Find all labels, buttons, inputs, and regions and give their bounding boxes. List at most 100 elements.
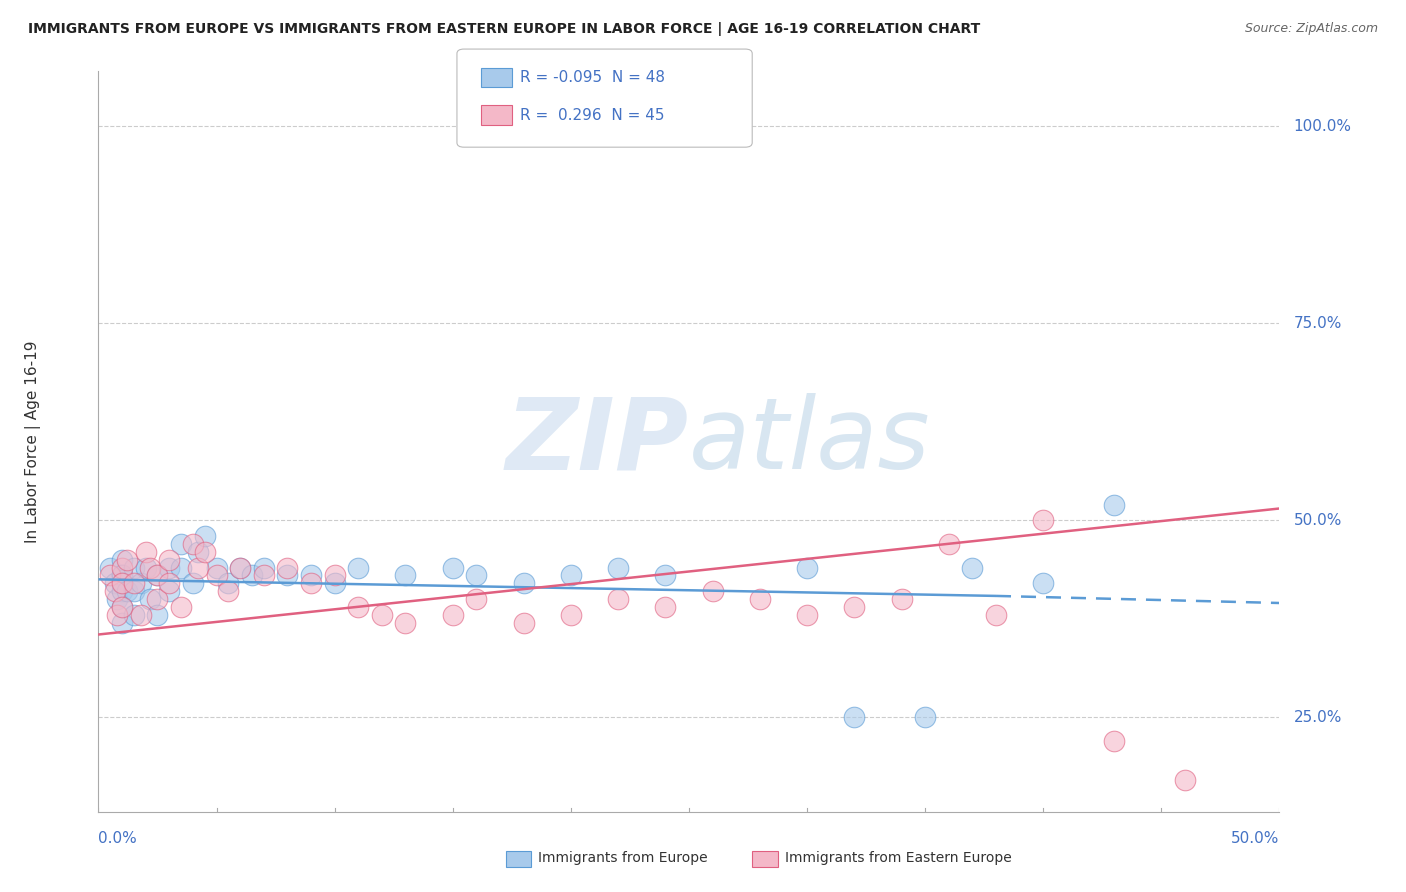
Point	[748, 592, 770, 607]
Point	[122, 576, 145, 591]
Point	[129, 576, 152, 591]
Point	[607, 560, 630, 574]
Point	[104, 584, 127, 599]
Text: 25.0%: 25.0%	[1294, 710, 1341, 724]
Text: 50.0%: 50.0%	[1294, 513, 1341, 528]
Point	[394, 568, 416, 582]
Point	[607, 592, 630, 607]
Point	[217, 584, 239, 599]
Point	[181, 576, 204, 591]
Point	[115, 552, 138, 566]
Point	[157, 552, 180, 566]
Point	[111, 568, 134, 582]
Point	[187, 545, 209, 559]
Point	[702, 584, 724, 599]
Point	[240, 568, 263, 582]
Point	[105, 607, 128, 622]
Point	[146, 568, 169, 582]
Point	[205, 560, 228, 574]
Point	[441, 560, 464, 574]
Point	[111, 599, 134, 614]
Point	[1102, 734, 1125, 748]
Point	[654, 568, 676, 582]
Point	[146, 568, 169, 582]
Point	[129, 607, 152, 622]
Point	[253, 568, 276, 582]
Point	[98, 560, 121, 574]
Point	[512, 576, 534, 591]
Point	[111, 584, 134, 599]
Point	[111, 568, 134, 582]
Point	[299, 576, 322, 591]
Point	[105, 592, 128, 607]
Point	[347, 599, 370, 614]
Point	[157, 560, 180, 574]
Point	[844, 599, 866, 614]
Point	[111, 552, 134, 566]
Point	[276, 560, 298, 574]
Text: 0.0%: 0.0%	[98, 831, 138, 847]
Point	[253, 560, 276, 574]
Point	[146, 607, 169, 622]
Point	[187, 560, 209, 574]
Point	[465, 568, 488, 582]
Text: IMMIGRANTS FROM EUROPE VS IMMIGRANTS FROM EASTERN EUROPE IN LABOR FORCE | AGE 16: IMMIGRANTS FROM EUROPE VS IMMIGRANTS FRO…	[28, 22, 980, 37]
Point	[98, 568, 121, 582]
Point	[170, 560, 193, 574]
Point	[122, 607, 145, 622]
Point	[229, 560, 252, 574]
Point	[157, 576, 180, 591]
Point	[276, 568, 298, 582]
Point	[217, 576, 239, 591]
Point	[146, 592, 169, 607]
Point	[371, 607, 394, 622]
Text: 100.0%: 100.0%	[1294, 119, 1351, 134]
Text: 75.0%: 75.0%	[1294, 316, 1341, 331]
Point	[139, 592, 162, 607]
Point	[323, 568, 346, 582]
Point	[560, 607, 582, 622]
Point	[111, 576, 134, 591]
Point	[844, 710, 866, 724]
Point	[205, 568, 228, 582]
Text: 50.0%: 50.0%	[1232, 831, 1279, 847]
Text: atlas: atlas	[689, 393, 931, 490]
Point	[1032, 513, 1054, 527]
Point	[115, 584, 138, 599]
Point	[347, 560, 370, 574]
Text: ZIP: ZIP	[506, 393, 689, 490]
Point	[181, 537, 204, 551]
Point	[122, 560, 145, 574]
Point	[1174, 773, 1197, 788]
Text: In Labor Force | Age 16-19: In Labor Force | Age 16-19	[25, 340, 41, 543]
Point	[194, 529, 217, 543]
Point	[914, 710, 936, 724]
Point	[984, 607, 1007, 622]
Text: Source: ZipAtlas.com: Source: ZipAtlas.com	[1244, 22, 1378, 36]
Point	[139, 560, 162, 574]
Point	[157, 584, 180, 599]
Point	[135, 545, 157, 559]
Point	[323, 576, 346, 591]
Point	[111, 576, 134, 591]
Text: Immigrants from Europe: Immigrants from Europe	[538, 851, 709, 865]
Point	[122, 584, 145, 599]
Text: Immigrants from Eastern Europe: Immigrants from Eastern Europe	[785, 851, 1011, 865]
Point	[111, 599, 134, 614]
Point	[512, 615, 534, 630]
Point	[170, 537, 193, 551]
Point	[796, 607, 818, 622]
Text: R =  0.296  N = 45: R = 0.296 N = 45	[520, 108, 665, 122]
Point	[299, 568, 322, 582]
Point	[229, 560, 252, 574]
Point	[394, 615, 416, 630]
Point	[1102, 498, 1125, 512]
Point	[654, 599, 676, 614]
Point	[560, 568, 582, 582]
Point	[135, 560, 157, 574]
Point	[104, 576, 127, 591]
Point	[170, 599, 193, 614]
Point	[890, 592, 912, 607]
Text: R = -0.095  N = 48: R = -0.095 N = 48	[520, 70, 665, 85]
Point	[111, 615, 134, 630]
